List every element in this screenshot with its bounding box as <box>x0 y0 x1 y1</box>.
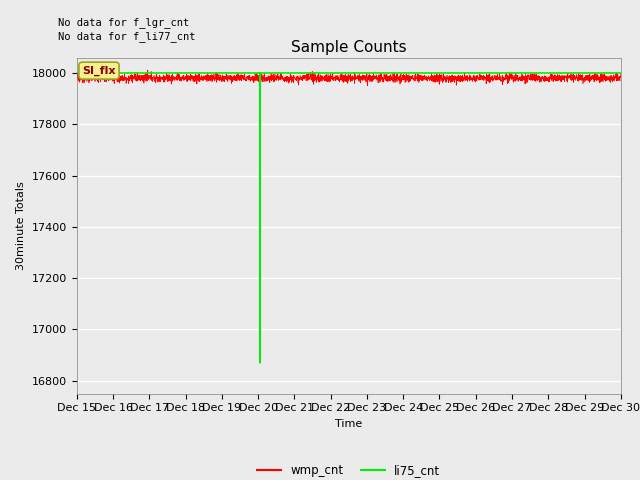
wmp_cnt <box>305 75 313 81</box>
Title: Sample Counts: Sample Counts <box>291 40 406 55</box>
li75_cnt <box>617 70 625 76</box>
Text: No data for f_li77_cnt: No data for f_li77_cnt <box>58 31 195 42</box>
wmp_cnt <box>548 78 556 84</box>
li75_cnt <box>167 70 175 76</box>
wmp_cnt <box>135 77 143 83</box>
li75_cnt <box>73 70 81 76</box>
li75_cnt <box>256 360 264 366</box>
wmp_cnt <box>282 74 290 80</box>
li75_cnt <box>607 70 614 76</box>
li75_cnt <box>282 70 289 76</box>
Y-axis label: 30minute Totals: 30minute Totals <box>16 181 26 270</box>
Text: No data for f_lgr_cnt: No data for f_lgr_cnt <box>58 17 189 28</box>
wmp_cnt <box>617 71 625 77</box>
wmp_cnt <box>256 360 264 366</box>
Text: SI_flx: SI_flx <box>83 65 116 76</box>
wmp_cnt <box>73 76 81 82</box>
li75_cnt <box>135 70 143 76</box>
wmp_cnt <box>168 81 175 87</box>
li75_cnt <box>548 70 556 76</box>
Legend: wmp_cnt, li75_cnt: wmp_cnt, li75_cnt <box>253 459 445 480</box>
wmp_cnt <box>144 67 152 73</box>
Line: wmp_cnt: wmp_cnt <box>77 70 621 363</box>
Line: li75_cnt: li75_cnt <box>77 73 621 363</box>
X-axis label: Time: Time <box>335 419 362 429</box>
wmp_cnt <box>607 80 614 85</box>
li75_cnt <box>305 70 313 76</box>
